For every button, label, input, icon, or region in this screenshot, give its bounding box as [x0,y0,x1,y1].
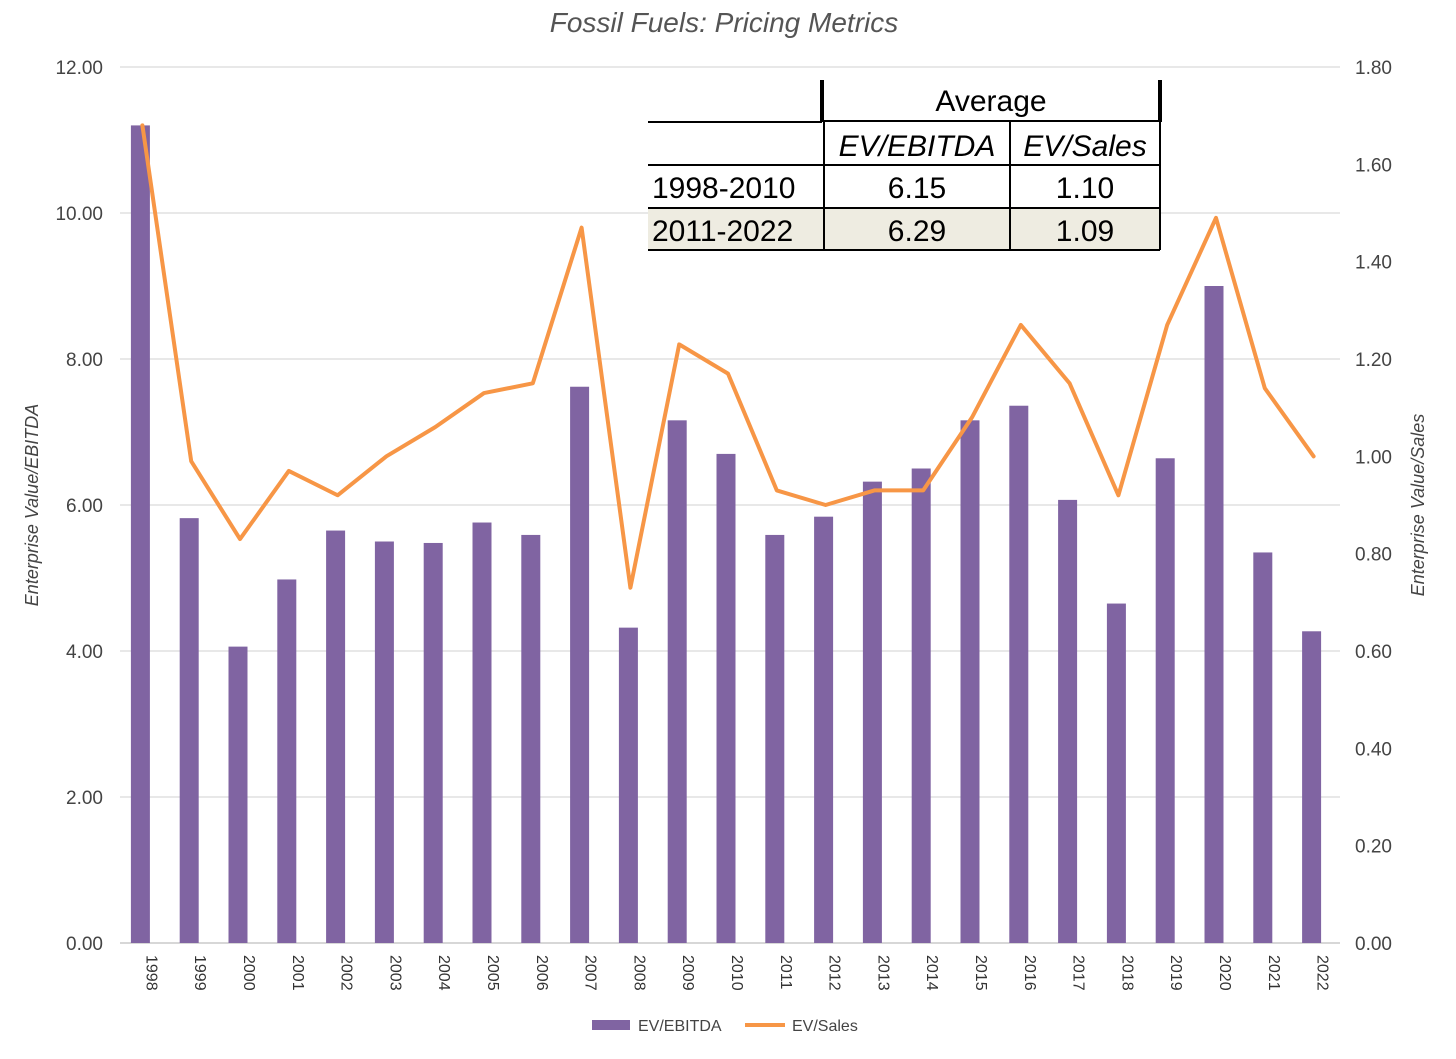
left-axis-label: Enterprise Value/EBITDA [22,404,42,606]
x-tick-label: 2016 [1021,955,1038,991]
bar-ev-ebitda [473,523,492,943]
x-tick-label: 2006 [533,955,550,991]
table-cell: 6.15 [888,172,946,205]
legend-swatch-ev-ebitda [592,1020,630,1030]
x-tick-label: 1998 [142,955,159,991]
left-tick-label: 2.00 [66,788,103,809]
left-tick-label: 10.00 [55,204,103,225]
right-tick-label: 0.80 [1355,545,1392,566]
legend: EV/EBITDA EV/Sales [592,1018,858,1035]
table-column-ev-sales: EV/Sales [1023,130,1146,163]
left-tick-label: 12.00 [55,58,103,79]
x-tick-label: 2003 [386,955,403,991]
x-tick-label: 2018 [1118,955,1135,991]
bar-ev-ebitda [131,125,150,943]
right-tick-label: 0.40 [1355,739,1392,760]
x-tick-label: 2004 [435,955,452,991]
right-tick-label: 1.00 [1355,447,1392,468]
bar-ev-ebitda [424,543,443,943]
table-cell: 1.10 [1056,172,1114,205]
left-tick-label: 4.00 [66,642,103,663]
right-tick-label: 0.60 [1355,642,1392,663]
bar-ev-ebitda [326,531,345,943]
right-tick-label: 0.00 [1355,934,1392,955]
bar-ev-ebitda [717,454,736,943]
bar-ev-ebitda [229,647,248,943]
x-tick-label: 2000 [240,955,257,991]
right-tick-label: 1.20 [1355,350,1392,371]
left-tick-label: 6.00 [66,496,103,517]
bar-ev-ebitda [619,628,638,943]
x-tick-label: 2014 [923,955,940,991]
bar-ev-ebitda [1253,552,1272,943]
x-tick-label: 2022 [1314,955,1331,991]
x-tick-label: 2008 [630,955,647,991]
table-row-label: 2011-2022 [652,215,793,248]
bar-ev-ebitda [961,420,980,943]
bar-ev-ebitda [1156,458,1175,943]
average-table: Average EV/EBITDA EV/Sales 1998-2010 6.1… [648,80,1160,250]
bar-ev-ebitda [912,469,931,944]
x-tick-label: 2021 [1265,955,1282,991]
x-tick-label: 2005 [484,955,501,991]
left-tick-label: 0.00 [66,934,103,955]
x-tick-label: 2011 [777,955,794,990]
bar-ev-ebitda [1009,406,1028,943]
bar-ev-ebitda [765,535,784,943]
right-tick-label: 1.60 [1355,155,1392,176]
bar-ev-ebitda [180,518,199,943]
x-tick-label: 2001 [289,955,306,991]
legend-label-ev-ebitda: EV/EBITDA [638,1018,722,1035]
table-cell: 1.09 [1056,215,1114,248]
left-tick-label: 8.00 [66,350,103,371]
x-tick-label: 2020 [1216,955,1233,991]
bar-ev-ebitda [521,535,540,943]
right-axis-label: Enterprise Value/Sales [1408,414,1428,596]
table-cell: 6.29 [888,215,946,248]
bar-ev-ebitda [1302,631,1321,943]
x-tick-label: 2019 [1167,955,1184,991]
right-tick-label: 1.40 [1355,253,1392,274]
bar-ev-ebitda [1107,604,1126,943]
bar-ev-ebitda [814,517,833,943]
x-tick-label: 2013 [874,955,891,991]
bar-ev-ebitda [1205,286,1224,943]
left-axis-ticks: 0.00 2.00 4.00 6.00 8.00 10.00 12.00 [55,58,103,955]
right-tick-label: 1.80 [1355,58,1392,79]
table-row-label: 1998-2010 [652,172,795,205]
x-tick-label: 2007 [582,955,599,991]
bar-ev-ebitda [375,542,394,944]
right-axis-ticks: 0.00 0.20 0.40 0.60 0.80 1.00 1.20 1.40 1.60 1.80 [1355,58,1392,955]
bar-ev-ebitda [1058,500,1077,943]
bar-ev-ebitda [277,579,296,943]
x-tick-label: 2010 [728,955,745,991]
legend-label-ev-sales: EV/Sales [792,1018,858,1035]
x-tick-label: 2015 [972,955,989,991]
bar-ev-ebitda [570,387,589,943]
bar-ev-ebitda [668,420,687,943]
bar-ev-ebitda [863,482,882,943]
right-tick-label: 0.20 [1355,837,1392,858]
x-tick-label: 2009 [679,955,696,991]
x-tick-label: 2002 [338,955,355,991]
table-header: Average [935,85,1046,118]
x-tick-label: 2017 [1070,955,1087,991]
x-tick-label: 1999 [191,955,208,991]
x-tick-label: 2012 [826,955,843,991]
x-axis-ticks: 1998 1999 2000 2001 2002 2003 2004 2005 2006 2007… [142,955,1330,991]
table-column-ev-ebitda: EV/EBITDA [839,130,996,163]
chart-title: Fossil Fuels: Pricing Metrics [550,7,899,38]
